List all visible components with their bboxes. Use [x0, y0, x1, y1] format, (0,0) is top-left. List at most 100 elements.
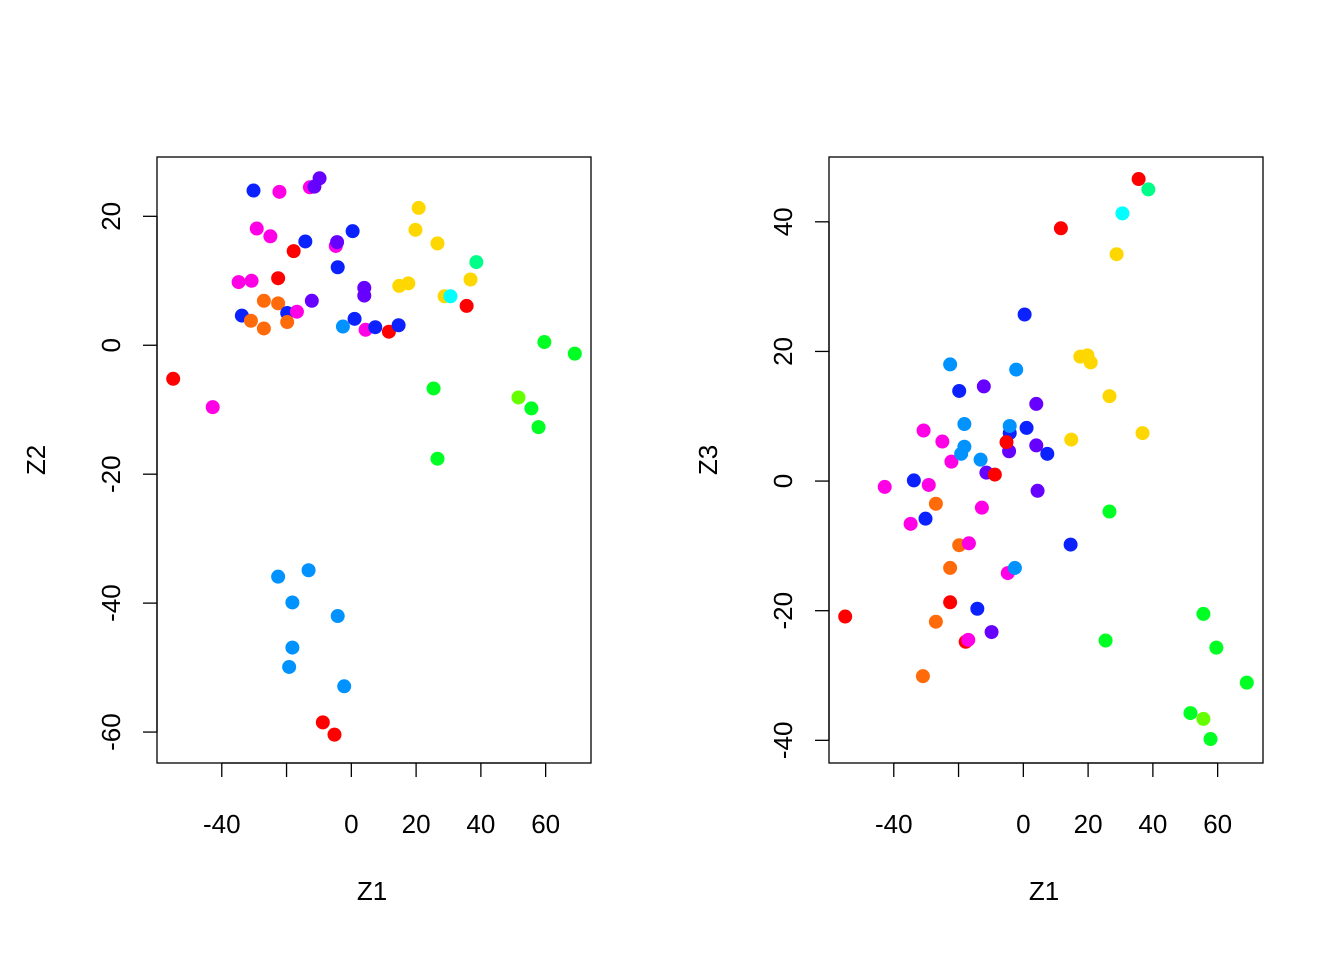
data-point — [1030, 483, 1045, 498]
data-point — [401, 276, 416, 291]
data-point — [921, 477, 936, 492]
data-point — [1115, 206, 1130, 221]
data-point — [935, 434, 950, 449]
data-point — [1098, 633, 1113, 648]
data-point — [1040, 446, 1055, 461]
data-point — [916, 423, 931, 438]
data-point — [1209, 640, 1224, 655]
data-point — [256, 293, 271, 308]
data-point — [430, 451, 445, 466]
data-point — [1019, 420, 1034, 435]
y-tick-label: 40 — [768, 207, 798, 236]
data-point — [330, 235, 345, 250]
x-axis-title: Z1 — [1029, 876, 1059, 906]
data-point — [903, 516, 918, 531]
data-point — [459, 298, 474, 313]
data-point — [943, 560, 958, 575]
scatter-panel-z1-z2: -40 0 20 40 60 -60 -40 -20 0 20 Z1 Z2 — [21, 156, 592, 906]
y-tick-label: -40 — [768, 722, 798, 760]
y-tick-label: 0 — [768, 474, 798, 488]
x-tick-label: 0 — [344, 809, 358, 839]
data-point — [524, 401, 539, 416]
data-point — [531, 420, 546, 435]
data-point — [1203, 732, 1218, 747]
data-point — [408, 222, 423, 237]
data-point — [970, 601, 985, 616]
x-tick-label: 40 — [466, 809, 495, 839]
x-tick-label: 60 — [1203, 809, 1232, 839]
x-axis-title: Z1 — [357, 876, 387, 906]
data-point — [411, 200, 426, 215]
data-point — [469, 255, 484, 270]
data-point — [511, 390, 526, 405]
data-point — [285, 640, 300, 655]
y-tick-label: -60 — [96, 713, 126, 751]
x-tick-label: 20 — [402, 809, 431, 839]
data-point — [286, 244, 301, 259]
x-tick-label: 20 — [1074, 809, 1103, 839]
scatter-panel-z1-z3: -40 0 20 40 60 -40 -20 0 20 40 Z1 Z3 — [693, 156, 1264, 906]
data-point — [1064, 432, 1079, 447]
data-point — [1196, 606, 1211, 621]
data-point — [1102, 389, 1117, 404]
y-tick-label: 20 — [768, 337, 798, 366]
data-point — [974, 500, 989, 515]
data-point — [1196, 711, 1211, 726]
data-point — [256, 321, 271, 336]
data-point — [537, 335, 552, 350]
data-point — [166, 371, 181, 386]
data-point — [246, 183, 261, 198]
data-point — [918, 511, 933, 526]
x-tick-label: -40 — [875, 809, 913, 839]
y-tick-label: -20 — [768, 592, 798, 630]
data-point — [1083, 355, 1098, 370]
data-point — [957, 417, 972, 432]
data-point — [928, 496, 943, 511]
data-point — [301, 563, 316, 578]
data-point — [1131, 172, 1146, 187]
data-point — [327, 727, 342, 742]
data-point — [928, 614, 943, 629]
data-point — [443, 289, 458, 304]
data-point — [330, 609, 345, 624]
data-point — [984, 625, 999, 640]
data-point — [315, 715, 330, 730]
data-point — [391, 318, 406, 333]
data-point — [285, 595, 300, 610]
x-tick-label: 40 — [1138, 809, 1167, 839]
y-tick-label: 20 — [96, 202, 126, 231]
data-point — [1017, 307, 1032, 322]
data-point — [1109, 247, 1124, 262]
x-tick-label: -40 — [203, 809, 241, 839]
data-point — [943, 595, 958, 610]
data-point — [298, 234, 313, 249]
data-point — [961, 632, 976, 647]
plot-frame — [156, 156, 592, 764]
data-point — [244, 273, 259, 288]
data-point — [249, 221, 264, 236]
data-point — [231, 275, 246, 290]
data-point — [205, 400, 220, 415]
y-tick-label: -20 — [96, 455, 126, 493]
data-point — [357, 288, 372, 303]
data-point — [330, 260, 345, 275]
data-point — [463, 272, 478, 287]
data-point — [1063, 537, 1078, 552]
y-axis-title: Z3 — [693, 445, 723, 475]
data-point — [915, 669, 930, 684]
y-axis-title: Z2 — [21, 445, 51, 475]
data-point — [999, 435, 1014, 450]
data-point — [280, 315, 295, 330]
data-point — [1029, 438, 1044, 453]
data-point — [337, 679, 352, 694]
data-point — [1135, 426, 1150, 441]
data-point — [976, 379, 991, 394]
data-point — [272, 184, 287, 199]
data-point — [1102, 504, 1117, 519]
data-point — [943, 357, 958, 372]
data-point — [368, 320, 383, 335]
data-point — [944, 454, 959, 469]
data-point — [1002, 418, 1017, 433]
data-point — [282, 659, 297, 674]
